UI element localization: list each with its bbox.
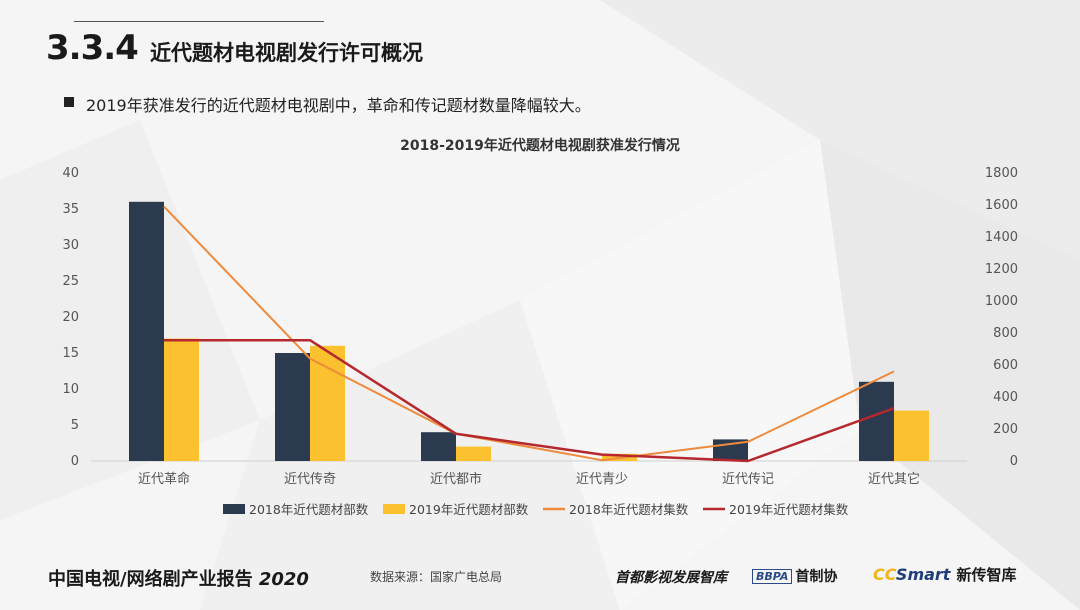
x-tick-label: 近代革命 [138,471,190,487]
y-right-tick-label: 1400 [985,230,1018,245]
ccsmart-smart: Smart [895,565,951,584]
bullet-square-icon [64,97,74,107]
bar-2018 [129,201,164,462]
chart-title: 2018-2019年近代题材电视剧获准发行情况 [400,138,680,154]
x-tick-label: 近代都市 [430,471,482,487]
series-line-2019 [164,338,895,463]
bar-2018 [421,432,456,461]
bullet-text: 2019年获准发行的近代题材电视剧中，革命和传记题材数量降幅较大。 [86,96,591,115]
x-tick-label: 近代青少 [576,472,628,487]
legend-label: 2018年近代题材部数 [249,502,369,517]
y-right-tick-label: 1200 [985,262,1018,277]
legend-label: 2019年近代题材部数 [409,502,529,517]
y-left-tick-label: 5 [71,418,79,433]
y-left-tick-label: 30 [62,238,79,253]
y-left-tick-label: 25 [62,274,79,289]
y-left-tick-label: 35 [62,202,79,217]
bar-2019 [164,338,199,461]
bbpa-box: BBPA [752,568,793,584]
y-right-tick-label: 1800 [985,166,1018,181]
bar-2019 [456,446,491,461]
x-tick-label: 近代传记 [722,472,774,487]
header-rule [74,21,324,22]
ccsmart-cc: CC [873,565,896,584]
y-right-tick-label: 600 [993,358,1018,373]
report-title: 中国电视/网络剧产业报告 2020 [48,565,309,591]
y-left-tick-label: 15 [62,346,79,361]
logo-ccsmart: CCSmart 新传智库 [873,564,1016,585]
x-tick-label: 近代其它 [868,471,920,487]
section-number: 3.3.4 [46,28,139,68]
legend-label: 2018年近代题材集数 [569,502,689,517]
y-right-tick-label: 400 [993,390,1018,405]
series-line-2018 [163,205,895,462]
legend-swatch [383,504,405,514]
bar-2019 [894,410,929,461]
legend-label: 2019年近代题材集数 [729,502,849,517]
y-right-tick-label: 800 [993,326,1018,341]
legend-swatch [223,504,245,514]
logo-capital-film-think-tank: 首都影视发展智库 [615,570,727,586]
y-left-tick-label: 10 [62,382,79,397]
bar-2018 [275,353,310,461]
x-tick-label: 近代传奇 [284,471,336,487]
data-source: 数据来源：国家广电总局 [370,570,503,584]
y-right-tick-label: 1000 [985,294,1018,309]
bar-2018 [859,381,894,461]
logo-bbpa: BBPA 首制协 [752,566,837,586]
y-right-tick-label: 200 [993,422,1018,437]
y-left-tick-label: 0 [71,454,79,469]
section-title: 近代题材电视剧发行许可概况 [150,41,423,65]
bbpa-text: 首制协 [795,569,838,585]
report-title-text: 中国电视/网络剧产业报告 [48,569,253,590]
y-left-tick-label: 40 [62,166,79,181]
y-left-tick-label: 20 [62,310,79,325]
bar-2019 [310,345,345,461]
ccsmart-cn: 新传智库 [956,566,1017,584]
report-year: 2020 [258,569,309,590]
y-right-tick-label: 0 [1010,454,1018,469]
y-right-tick-label: 1600 [985,198,1018,213]
